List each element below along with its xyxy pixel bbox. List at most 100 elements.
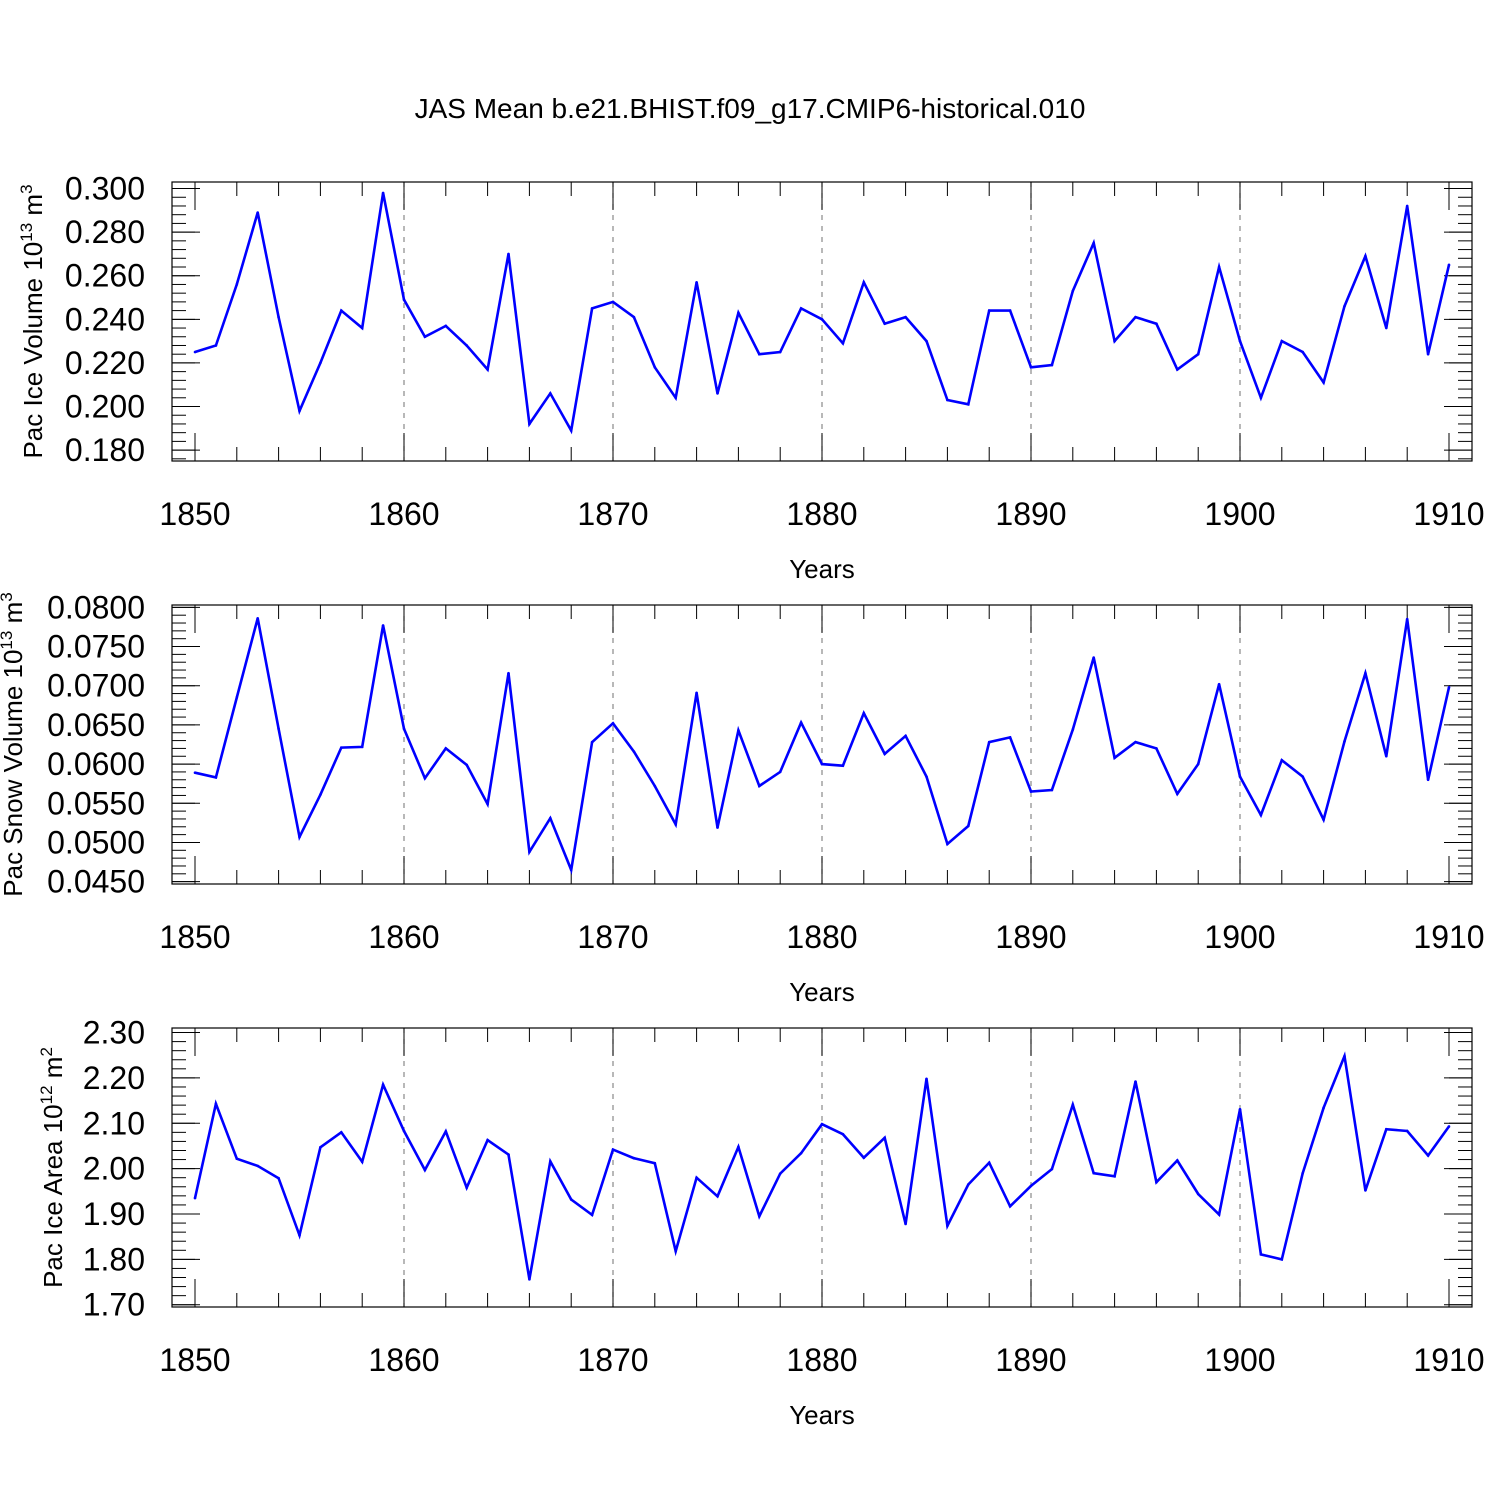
- data-point: [277, 1176, 280, 1180]
- data-point: [820, 762, 824, 766]
- x-tick-label: 1890: [995, 919, 1066, 955]
- data-point: [1405, 204, 1409, 208]
- x-tick-label: 1860: [368, 496, 439, 532]
- data-point: [1385, 1127, 1388, 1131]
- data-point: [235, 1157, 239, 1160]
- data-point: [1050, 1167, 1054, 1171]
- y-axis-title-ylabel-unit-exp: 2: [37, 1047, 56, 1056]
- data-point: [695, 280, 698, 284]
- data-point: [695, 691, 698, 695]
- y-tick-label: 0.0600: [47, 746, 145, 782]
- x-tick-label: 1900: [1204, 919, 1275, 955]
- data-point: [1280, 339, 1284, 343]
- x-tick-label: 1910: [1413, 919, 1484, 955]
- data-point: [1196, 352, 1200, 356]
- data-point: [674, 823, 677, 826]
- x-tick-label: 1910: [1413, 496, 1484, 532]
- y-axis-title-ylabel-main: Pac Snow Volume 10: [0, 650, 28, 897]
- x-tick-label: 1890: [995, 1342, 1066, 1378]
- data-point: [1155, 322, 1158, 325]
- panel-3: 2.30 2.20 2.10 2.00 1.90 1.80 1.70 1850 1860 1870…: [37, 1015, 1485, 1430]
- data-point: [1259, 813, 1263, 817]
- data-point: [1301, 350, 1304, 354]
- data-point: [1050, 363, 1054, 367]
- data-point: [904, 315, 907, 319]
- data-point: [1008, 1204, 1012, 1208]
- data-point: [758, 1214, 761, 1218]
- data-point: [1029, 790, 1033, 793]
- data-point: [1385, 326, 1388, 330]
- data-point: [1029, 365, 1033, 369]
- data-point: [632, 315, 636, 319]
- data-point: [1426, 778, 1430, 782]
- x-tick-label: 1870: [577, 496, 648, 532]
- data-point: [904, 1222, 907, 1226]
- x-tick-label: 1850: [159, 919, 230, 955]
- data-point: [1113, 1175, 1116, 1178]
- data-point: [1426, 1154, 1430, 1157]
- data-point: [967, 824, 970, 828]
- data-point: [360, 326, 364, 330]
- data-point: [465, 763, 469, 767]
- data-point: [1280, 1258, 1284, 1261]
- y-axis-title-ylabel-exp: 12: [37, 1085, 56, 1104]
- y-tick-label: 0.300: [65, 171, 145, 207]
- data-point: [862, 1156, 866, 1160]
- data-point: [256, 211, 260, 214]
- data-point: [1426, 352, 1430, 356]
- data-point: [946, 398, 949, 402]
- y-axis-title-ylabel-unit: m: [0, 602, 28, 631]
- data-point: [1092, 1171, 1095, 1175]
- data-point: [925, 339, 928, 343]
- data-point: [214, 1102, 218, 1106]
- data-point: [632, 1156, 636, 1160]
- data-point: [507, 1153, 510, 1156]
- data-point: [1405, 617, 1409, 621]
- data-point: [1364, 1189, 1367, 1192]
- x-tick-label: 1900: [1204, 496, 1275, 532]
- data-point: [1364, 254, 1367, 258]
- data-point: [549, 392, 552, 395]
- data-point: [444, 324, 448, 328]
- x-tick-label: 1870: [577, 1342, 648, 1378]
- y-tick-label: 1.70: [83, 1287, 145, 1323]
- data-point: [1447, 263, 1451, 267]
- data-point: [486, 368, 489, 371]
- y-axis-title-ylabel-unit-exp: 3: [0, 592, 16, 601]
- data-point: [569, 429, 573, 432]
- data-point: [883, 1136, 886, 1140]
- y-tick-label: 1.90: [83, 1196, 145, 1232]
- y-tick-label: 0.0450: [47, 864, 145, 900]
- data-point: [674, 1249, 677, 1253]
- panels: 0.300 0.280 0.260 0.240 0.220 0.200 0.180 1850 1…: [0, 171, 1485, 1430]
- data-point: [946, 842, 949, 846]
- data-point: [256, 1164, 260, 1168]
- x-tick-label: 1880: [786, 496, 857, 532]
- x-tick-label: 1900: [1204, 1342, 1275, 1378]
- data-point: [277, 315, 280, 319]
- y-tick-label: 2.10: [83, 1105, 145, 1141]
- data-point: [423, 1168, 427, 1172]
- data-point: [778, 350, 782, 354]
- data-point: [1155, 747, 1158, 750]
- data-point: [402, 298, 406, 302]
- data-point: [778, 1172, 782, 1175]
- y-tick-label: 0.0500: [47, 824, 145, 860]
- data-point: [883, 322, 886, 325]
- data-point: [967, 1183, 970, 1186]
- data-point: [737, 311, 740, 315]
- data-point: [465, 1186, 469, 1189]
- y-tick-label: 1.80: [83, 1241, 145, 1277]
- x-tick-label: 1850: [159, 1342, 230, 1378]
- data-point: [632, 750, 636, 753]
- x-tick-label: 1870: [577, 919, 648, 955]
- data-point: [319, 793, 322, 796]
- data-point: [193, 1196, 197, 1200]
- data-point: [1217, 265, 1221, 269]
- data-point: [214, 344, 218, 347]
- data-point: [549, 816, 552, 820]
- data-point: [298, 409, 301, 413]
- data-point: [1008, 736, 1012, 739]
